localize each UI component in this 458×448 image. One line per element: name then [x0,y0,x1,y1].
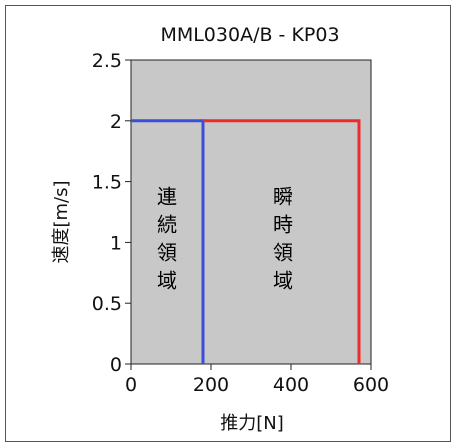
y-tick-label: 1.5 [92,172,122,194]
x-tick-label: 200 [193,374,229,396]
x-tick-label: 600 [353,374,389,396]
chart-title: MML030A/B - KP03 [160,24,339,46]
region-label-1-char: 続 [157,213,177,237]
y-tick-label: 2.5 [92,50,122,72]
region-label-2-char: 域 [273,269,293,293]
region-label-1-char: 領 [157,241,177,265]
region-label-2-char: 瞬 [273,185,293,209]
x-axis-label: 推力[N] [220,413,284,434]
y-axis-label: 速度[m/s] [51,180,72,263]
y-tick-label: 1 [110,232,122,254]
x-tick-label: 400 [273,374,309,396]
region-label-1-char: 連 [157,185,177,209]
plot-area [130,59,372,365]
y-tick-label: 0.5 [92,293,122,315]
series-line-2 [203,119,361,364]
y-tick-label: 2 [110,111,122,133]
region-label-2-char: 時 [273,213,293,237]
y-tick-label: 0 [110,354,122,376]
region-label-2-char: 領 [273,241,293,265]
region-label-1-char: 域 [157,269,177,293]
x-tick-label: 0 [125,374,137,396]
